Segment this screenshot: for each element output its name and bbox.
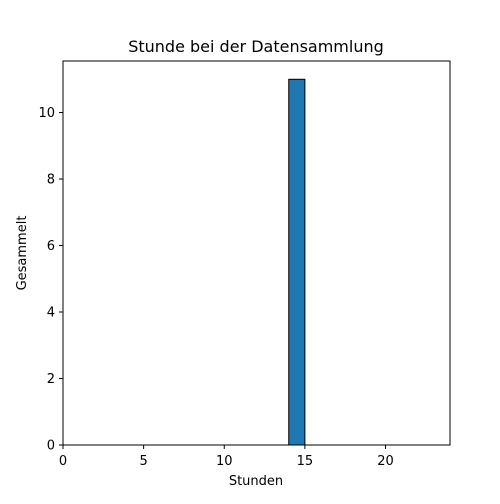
bars-layer	[288, 78, 306, 446]
plot-frame	[62, 60, 451, 446]
y-tick-label: 0	[47, 439, 55, 454]
y-tick-label: 10	[38, 106, 55, 121]
chart-title: Stunde bei der Datensammlung	[128, 37, 384, 56]
x-axis-label: Stunden	[229, 474, 283, 489]
x-tick-label: 0	[59, 454, 67, 469]
y-axis-label: Gesammelt	[15, 216, 30, 291]
y-tick-label: 6	[47, 239, 55, 254]
y-ticks-layer: 0 2 4 6 8 10	[38, 106, 63, 454]
x-tick-label: 15	[297, 454, 314, 469]
y-tick-label: 4	[47, 306, 55, 321]
y-tick-label: 2	[47, 372, 55, 387]
histogram-bar-0	[288, 78, 306, 446]
x-tick-label: 5	[139, 454, 147, 469]
x-tick-label: 10	[216, 454, 233, 469]
x-tick-label: 20	[377, 454, 394, 469]
y-tick-label: 8	[47, 173, 55, 188]
x-ticks-layer: 0 5 10 15 20	[59, 445, 394, 469]
